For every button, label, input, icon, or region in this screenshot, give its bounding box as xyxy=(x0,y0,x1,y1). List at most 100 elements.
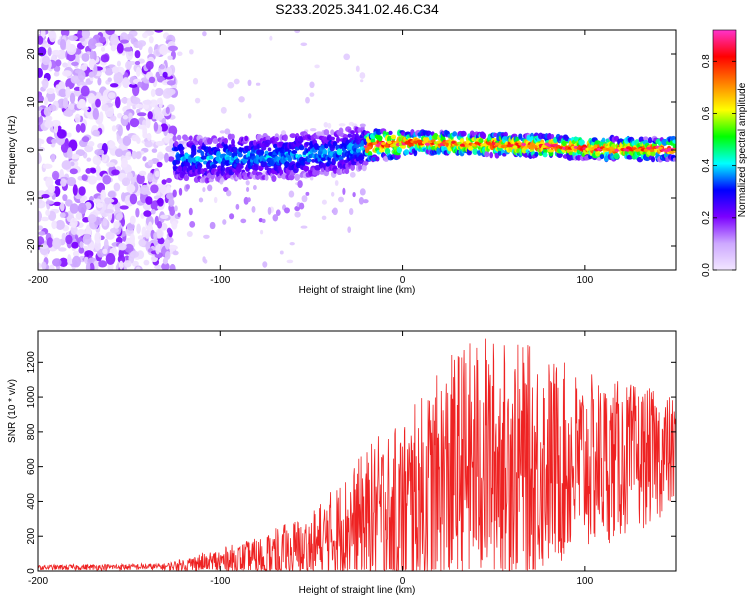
spectrogram-cell xyxy=(67,147,73,160)
spectrogram-cell xyxy=(143,259,150,266)
spectrogram-cell xyxy=(194,140,199,146)
spectrogram-cell xyxy=(291,150,298,154)
spectrogram-cell xyxy=(81,174,88,181)
spectrogram-cell xyxy=(87,93,96,104)
spectrogram-cell xyxy=(203,234,210,239)
spectrogram-cell xyxy=(267,147,272,152)
spectrogram-cell xyxy=(243,196,249,205)
spectrogram-cell xyxy=(43,96,49,106)
spectrogram-cell xyxy=(493,132,498,138)
spectrogram-cell xyxy=(240,218,247,224)
spectrogram-cell xyxy=(137,81,143,88)
spectrogram-cell xyxy=(39,244,49,249)
spectrogram-cell xyxy=(77,30,83,40)
spectrogram-cell xyxy=(105,30,115,36)
spectrogram-cell xyxy=(121,97,129,104)
spectrogram-cell xyxy=(183,174,190,182)
spectrogram-cell xyxy=(156,161,163,168)
spectrogram-cell xyxy=(231,138,235,146)
spectrogram-cell xyxy=(137,235,144,240)
spectrogram-cell xyxy=(323,121,329,128)
spectrogram-cell xyxy=(74,113,81,123)
y-tick-label: 600 xyxy=(26,458,37,475)
spectrogram-cell xyxy=(359,123,366,128)
spectrogram-cell xyxy=(342,187,346,196)
spectrogram-cell xyxy=(53,201,62,207)
spectrogram-cell xyxy=(309,81,315,89)
spectrogram-cell xyxy=(251,205,256,213)
spectrogram-cell xyxy=(161,262,170,270)
spectrogram-cell xyxy=(82,216,90,223)
spectrogram-cell xyxy=(208,155,214,160)
spectrogram-cell xyxy=(283,134,288,142)
spectrogram-cell xyxy=(69,203,79,214)
spectrogram-cell xyxy=(135,151,142,160)
spectrogram-cell xyxy=(174,205,178,212)
spectrogram-cell xyxy=(46,88,55,95)
spectrogram-cell xyxy=(147,172,154,183)
spectrogram-cell xyxy=(169,263,176,270)
spectrogram-cell xyxy=(177,212,181,218)
spectrogram-cell xyxy=(349,171,356,178)
spectrogram-cell xyxy=(309,127,317,132)
spectrogram-cell xyxy=(81,136,90,143)
spectrogram-cell xyxy=(578,139,585,146)
spectrogram-cell xyxy=(139,184,150,195)
spectrogram-cell xyxy=(286,259,294,264)
spectrogram-cell xyxy=(88,71,95,78)
spectrogram-cell xyxy=(56,129,67,139)
spectrogram-cell xyxy=(330,129,335,136)
spectrogram-cell xyxy=(79,98,86,109)
spectrogram-cell xyxy=(274,136,279,142)
snr-y-ticks: 0 200 400 600 800 1000 1200 xyxy=(26,351,676,574)
spectrogram-cell xyxy=(174,140,179,147)
spectrogram-cell xyxy=(304,141,310,146)
spectrogram-cell xyxy=(165,145,175,153)
spectrogram-cell xyxy=(212,137,219,144)
spectrogram-cell xyxy=(359,188,366,196)
spectrogram-cell xyxy=(165,106,170,115)
spectrogram-cell xyxy=(239,164,244,169)
spectrogram-cell xyxy=(75,123,81,133)
spectrogram-cell xyxy=(378,148,385,153)
spectrogram-cell xyxy=(203,167,208,173)
spectrogram-cell xyxy=(85,224,92,237)
spectrogram-cell xyxy=(51,119,61,127)
spectrogram-cell xyxy=(459,143,465,147)
spectrogram-cell xyxy=(219,130,226,134)
spectrogram-cell xyxy=(358,154,365,161)
spectrogram-cell xyxy=(314,64,320,69)
spectrogram-cell xyxy=(145,117,151,129)
spectrogram-cell xyxy=(321,215,327,220)
spectrogram-cell xyxy=(72,184,78,196)
y-tick-label: 20 xyxy=(26,48,37,60)
spectrogram-cell xyxy=(599,154,605,160)
spectrogram-cell xyxy=(62,62,68,68)
spectrogram-cell xyxy=(314,164,321,171)
spectrogram-cell xyxy=(359,72,366,79)
spectrogram-cell xyxy=(58,247,67,252)
spectrogram-cell xyxy=(155,244,161,255)
spectrogram-cell xyxy=(88,242,95,251)
spectrogram-cell xyxy=(180,149,184,156)
spectrogram-cell xyxy=(38,152,41,164)
spectrogram-cell xyxy=(502,152,507,157)
spectrogram-cell xyxy=(79,37,86,42)
spectrogram-cell xyxy=(129,117,140,128)
spectrogram-cell xyxy=(344,168,350,175)
spectrogram-cell xyxy=(378,135,383,142)
spectrogram-cell xyxy=(65,39,71,52)
spectrogram-cell xyxy=(113,71,124,84)
spectrogram-cell xyxy=(358,196,364,205)
spectrogram-cell xyxy=(41,193,50,199)
spectrogram-cell xyxy=(148,46,153,55)
spectrogram-cell xyxy=(142,132,149,139)
spectrogram-cell xyxy=(165,185,171,195)
spectrogram-cell xyxy=(111,66,119,74)
spectrogram-cell xyxy=(227,133,233,140)
colorbar-label: Normalized spectral amplitude xyxy=(737,82,748,217)
spectrogram-cell xyxy=(44,120,54,128)
spectrogram-cell xyxy=(96,202,104,208)
spectrogram-cell xyxy=(69,153,80,160)
